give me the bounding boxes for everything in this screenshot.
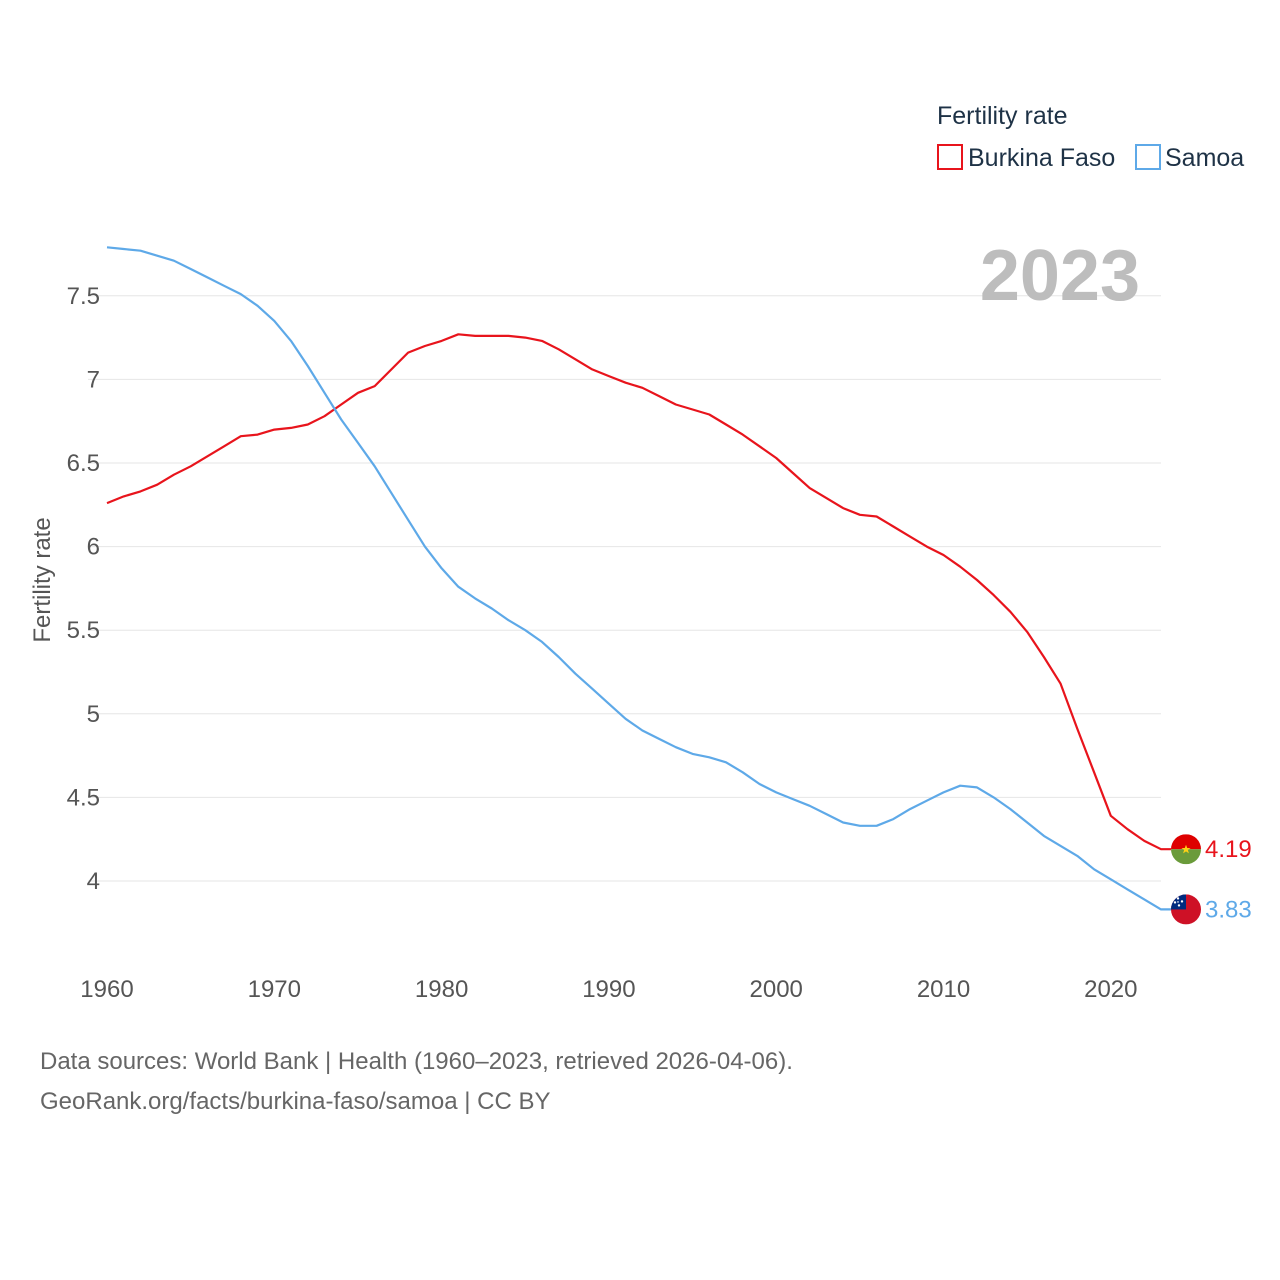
legend-item-samoa[interactable]: Samoa: [1135, 144, 1244, 172]
burkina-faso-end-value: 4.19: [1205, 836, 1252, 863]
legend-title: Fertility rate: [937, 102, 1068, 130]
y-tick-label: 7: [87, 366, 100, 393]
y-tick-label: 5: [87, 701, 100, 728]
source-note: Data sources: World Bank | Health (1960–…: [40, 1042, 1240, 1122]
y-tick-label: 7.5: [67, 283, 100, 310]
legend-label-samoa: Samoa: [1165, 144, 1244, 172]
y-tick-label: 5.5: [67, 617, 100, 644]
y-tick-label: 4.5: [67, 784, 100, 811]
source-line-2: GeoRank.org/facts/burkina-faso/samoa | C…: [40, 1088, 551, 1115]
series-lines: [106, 246, 1171, 911]
x-tick-label: 1980: [415, 976, 468, 1003]
gridlines: [88, 295, 1161, 882]
legend-item-burkina-faso[interactable]: Burkina Faso: [937, 144, 1115, 172]
x-tick-label: 2010: [917, 976, 970, 1003]
y-tick-label: 6: [87, 534, 100, 561]
x-tick-label: 2020: [1084, 976, 1137, 1003]
y-axis-title: Fertility rate: [29, 517, 56, 642]
legend-label-burkina-faso: Burkina Faso: [968, 144, 1115, 172]
legend-swatch-burkina-faso: [937, 144, 963, 170]
x-tick-label: 1960: [80, 976, 133, 1003]
x-axis-tick-labels: 1960 1970 1980 1990 2000 2010 2020: [80, 976, 1137, 1003]
burkina-faso-line: [106, 333, 1171, 851]
source-line-1: Data sources: World Bank | Health (1960–…: [40, 1048, 793, 1075]
samoa-flag-icon: [1171, 894, 1201, 925]
x-tick-label: 2000: [750, 976, 803, 1003]
samoa-end-value: 3.83: [1205, 896, 1252, 923]
y-tick-label: 6.5: [67, 450, 100, 477]
y-axis-tick-labels: 4 4.5 5 5.5 6 6.5 7 7.5: [67, 283, 100, 895]
line-chart: 4 4.5 5 5.5 6 6.5 7 7.5 1960 1970 1980 1990 2000 201…: [29, 102, 1252, 1003]
x-tick-label: 1970: [248, 976, 301, 1003]
samoa-line: [106, 246, 1171, 911]
legend: Fertility rate Burkina Faso Samoa: [937, 102, 1244, 172]
y-tick-label: 4: [87, 868, 100, 895]
year-watermark: 2023: [980, 236, 1140, 316]
legend-swatch-samoa: [1135, 144, 1161, 170]
burkina-faso-flag-icon: [1171, 834, 1201, 865]
x-tick-label: 1990: [582, 976, 635, 1003]
